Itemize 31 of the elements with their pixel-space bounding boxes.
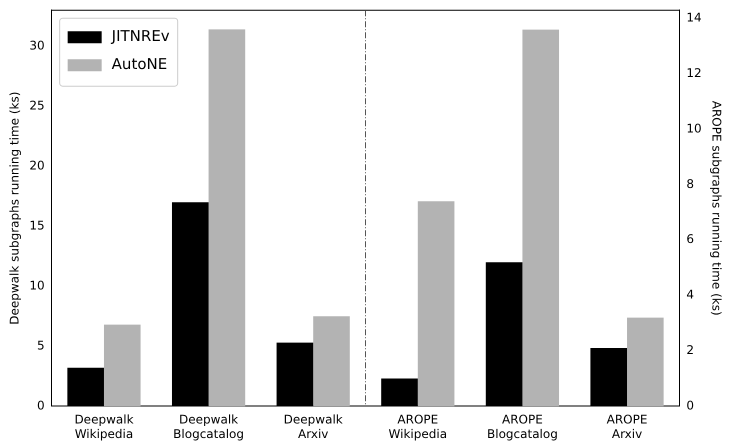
legend-label: JITNREv	[110, 27, 170, 46]
bar	[418, 201, 454, 406]
y-tick-label: 15	[29, 218, 45, 232]
y-tick-label: 30	[29, 38, 45, 52]
x-tick-label: Deepwalk Arxiv	[284, 412, 343, 441]
y-axis-title: Deepwalk subgraphs running time (ks)	[7, 92, 22, 325]
y-tick-label: 5	[37, 338, 45, 352]
bar	[313, 316, 350, 406]
x-tick-label: Deepwalk Blogcatalog	[173, 412, 244, 441]
y-tick-label: 20	[29, 158, 45, 172]
bar	[522, 30, 560, 406]
x-tick-label: AROPE Blogcatalog	[487, 412, 558, 441]
y2-tick-label: 4	[686, 288, 694, 302]
y-tick-label: 25	[29, 98, 45, 112]
bar	[627, 318, 664, 406]
y2-tick-label: 2	[686, 342, 694, 357]
y2-tick-label: 12	[686, 66, 702, 80]
y2-tick-label: 0	[686, 398, 694, 412]
y2-tick-label: 10	[686, 121, 702, 136]
y-tick-label: 10	[29, 278, 45, 292]
y2-tick-label: 6	[686, 232, 694, 246]
y2-tick-label: 8	[686, 176, 694, 191]
bar	[104, 324, 141, 406]
y2-axis-title: AROPE subgraphs running time (ks)	[710, 100, 724, 316]
bar	[208, 29, 246, 406]
x-tick-label: AROPE Arxiv	[606, 412, 648, 441]
y2-tick-label: 14	[686, 10, 702, 25]
x-tick-label: Deepwalk Wikipedia	[74, 412, 134, 441]
x-tick-label: AROPE Wikipedia	[388, 412, 448, 441]
y-tick-label: 0	[37, 398, 45, 412]
legend-label: AutoNE	[112, 55, 168, 74]
